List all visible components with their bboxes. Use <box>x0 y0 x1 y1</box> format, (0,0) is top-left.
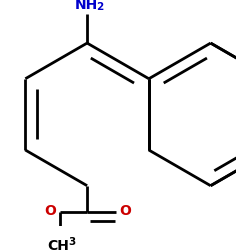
Text: O: O <box>44 204 56 218</box>
Text: CH: CH <box>48 239 70 250</box>
Text: 2: 2 <box>96 2 104 12</box>
Text: 3: 3 <box>68 236 76 246</box>
Text: NH: NH <box>74 0 98 12</box>
Text: O: O <box>120 204 131 218</box>
